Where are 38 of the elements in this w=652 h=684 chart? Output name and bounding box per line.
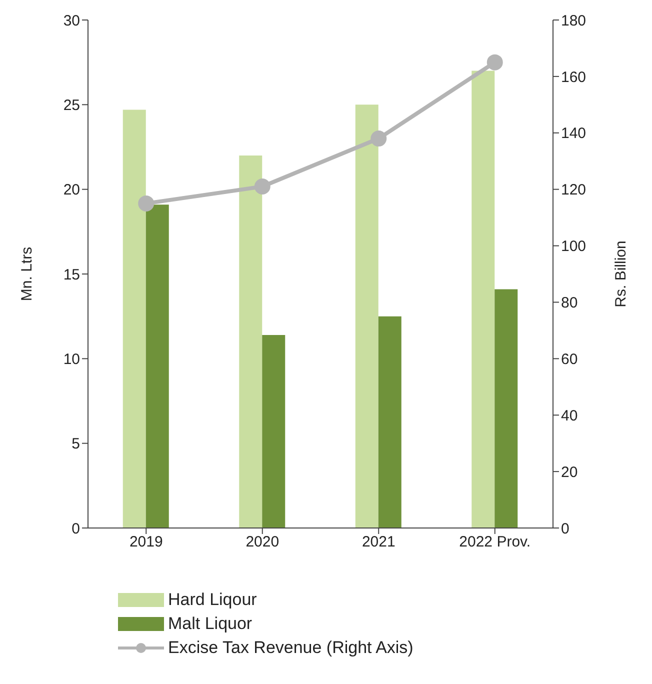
bar <box>378 316 402 528</box>
bar <box>239 155 262 528</box>
legend-label: Hard Liqour <box>168 589 257 611</box>
bar <box>355 104 378 528</box>
y-tick-label: 0 <box>72 520 80 538</box>
y2-tick-label: 180 <box>561 12 586 30</box>
x-tick-label: 2020 <box>246 534 280 551</box>
bar <box>122 110 146 528</box>
y-axis-title: Mn. Ltrs <box>18 246 36 302</box>
y2-tick-label: 120 <box>561 182 586 199</box>
y-tick-label: 25 <box>63 96 80 114</box>
point <box>370 130 387 147</box>
y2-tick-label: 40 <box>561 407 578 424</box>
point <box>486 54 503 70</box>
y2-tick-label: 100 <box>561 238 586 256</box>
point <box>254 178 270 195</box>
y2-tick-label: 80 <box>561 294 578 312</box>
bar <box>472 70 495 528</box>
x-tick-label: 2022 Prov. <box>459 534 531 551</box>
y2-tick-label: 0 <box>561 520 570 538</box>
y-tick-label: 15 <box>63 266 80 284</box>
y-tick-label: 10 <box>63 350 80 368</box>
y-tick-label: 5 <box>72 436 80 453</box>
x-tick-label: 2019 <box>129 534 163 551</box>
legend-label: Excise Tax Revenue (Right Axis) <box>168 637 414 659</box>
bar <box>262 334 286 528</box>
y2-axis-title: Rs. Billion <box>612 240 630 308</box>
point <box>138 195 154 212</box>
y2-tick-label: 20 <box>561 464 578 481</box>
y-tick-label: 20 <box>63 182 80 199</box>
x-tick-label: 2021 <box>362 534 396 551</box>
y2-tick-label: 140 <box>561 125 586 142</box>
bar <box>494 289 518 528</box>
legend-label: Malt Liquor <box>168 613 252 635</box>
y2-tick-label: 60 <box>561 350 578 368</box>
bar <box>146 204 169 528</box>
y-tick-label: 30 <box>63 12 80 30</box>
y2-tick-label: 160 <box>561 68 586 86</box>
